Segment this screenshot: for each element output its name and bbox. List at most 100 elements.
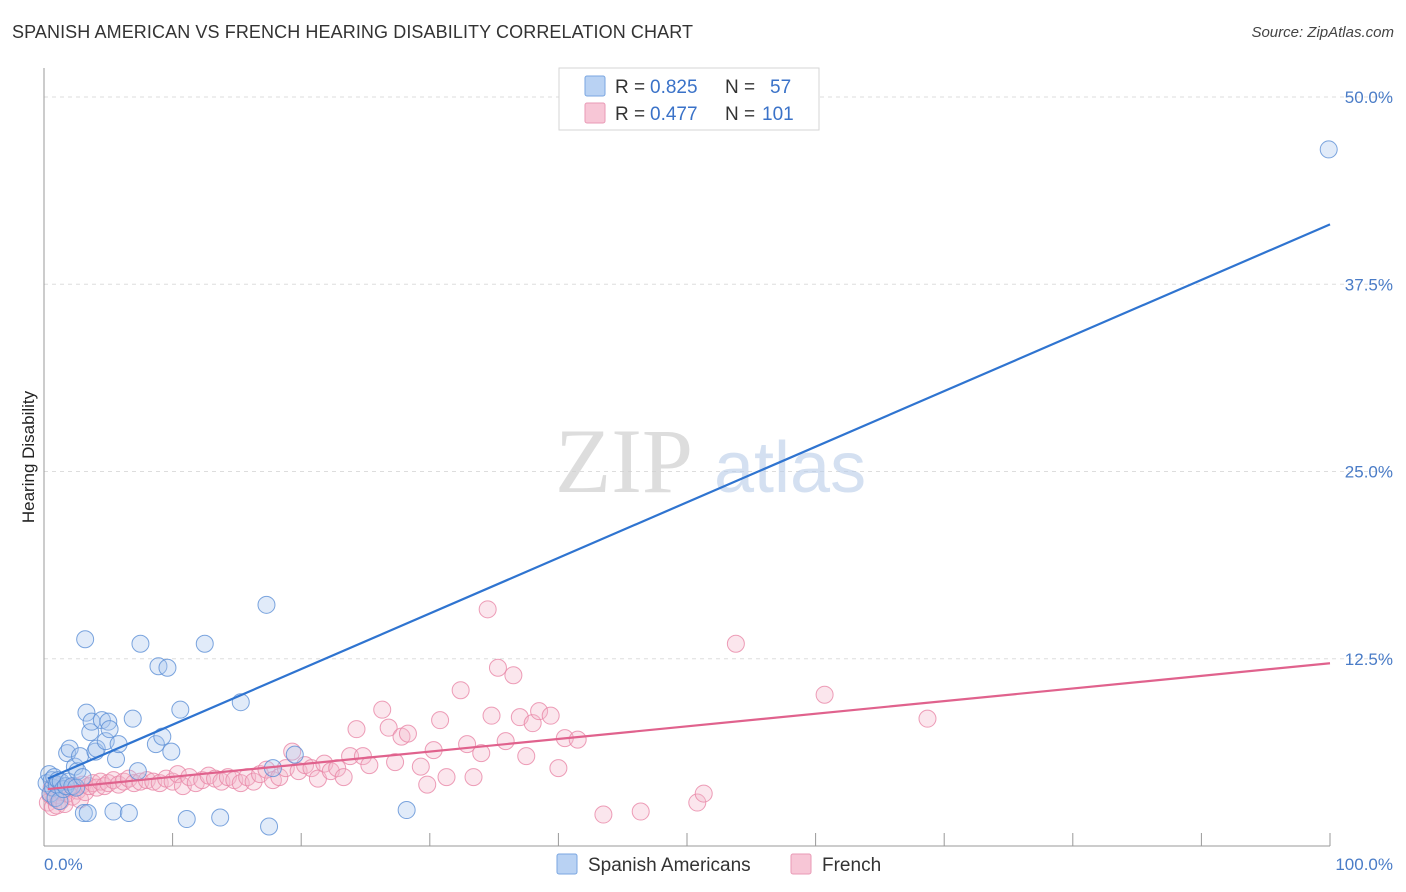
- data-point: [77, 703, 96, 722]
- data-point: [149, 657, 168, 676]
- series-spanish-americans-points: [37, 140, 1338, 836]
- data-point: [496, 732, 515, 751]
- data-point: [918, 709, 937, 728]
- bottom-legend-swatch-spanish-americans: [556, 853, 578, 875]
- data-point: [373, 700, 392, 719]
- y-tick-label: 37.5%: [1345, 275, 1393, 294]
- trendline-french: [47, 662, 1331, 791]
- legend-swatch-spanish-americans: [584, 75, 606, 97]
- data-point: [244, 772, 263, 791]
- data-point: [530, 702, 549, 721]
- data-point: [549, 759, 568, 778]
- x-ticks: [172, 833, 1331, 846]
- data-point: [285, 745, 304, 764]
- data-point: [107, 750, 126, 769]
- data-point: [257, 595, 276, 614]
- data-point: [119, 804, 138, 823]
- data-point: [109, 775, 128, 794]
- data-point: [128, 762, 147, 781]
- legend-n-label-1: N =: [725, 77, 755, 98]
- data-point: [283, 742, 302, 761]
- data-point: [73, 768, 92, 787]
- data-point: [158, 658, 177, 677]
- y-tick-labels: 12.5% 25.0% 37.5% 50.0%: [1345, 88, 1393, 669]
- y-tick-label: 12.5%: [1345, 650, 1393, 669]
- data-point: [726, 634, 745, 653]
- data-point: [594, 805, 613, 824]
- data-point: [1319, 140, 1338, 159]
- trendline-spanish-americans: [47, 223, 1331, 780]
- data-point: [100, 720, 119, 739]
- y-tick-label: 50.0%: [1345, 88, 1393, 107]
- data-point: [211, 808, 230, 827]
- data-point: [451, 681, 470, 700]
- legend-r-label-2: R =: [615, 104, 645, 125]
- data-point: [379, 718, 398, 737]
- data-point: [472, 744, 491, 763]
- data-point: [171, 700, 190, 719]
- data-point: [168, 765, 187, 784]
- data-point: [177, 810, 196, 829]
- data-point: [386, 753, 405, 772]
- data-point: [541, 706, 560, 725]
- correlation-legend: R = 0.825 N = 57 R = 0.477 N = 101: [558, 67, 820, 131]
- data-point: [347, 720, 366, 739]
- data-point: [631, 802, 650, 821]
- series-french-points: [38, 600, 937, 824]
- data-point: [504, 666, 523, 685]
- data-point: [688, 793, 707, 812]
- data-point: [260, 817, 279, 836]
- watermark-zip: ZIP: [555, 410, 693, 512]
- watermark: ZIP atlas: [555, 410, 866, 512]
- data-point: [50, 792, 69, 811]
- data-point: [193, 771, 212, 790]
- data-point: [74, 804, 93, 823]
- legend-r-label-1: R =: [615, 77, 645, 98]
- bottom-legend-swatch-french: [790, 853, 812, 875]
- legend-n-value-1: 57: [770, 77, 791, 98]
- data-point: [431, 711, 450, 730]
- y-axis-title: Hearing Disability: [19, 390, 38, 523]
- series-legend: Spanish Americans French: [556, 853, 881, 876]
- legend-n-value-2: 101: [762, 104, 794, 125]
- data-point: [76, 630, 95, 649]
- data-point: [162, 742, 181, 761]
- data-point: [146, 735, 165, 754]
- data-point: [353, 747, 372, 766]
- chart-title: SPANISH AMERICAN VS FRENCH HEARING DISAB…: [12, 22, 694, 42]
- data-point: [488, 658, 507, 677]
- data-point: [437, 768, 456, 787]
- x-tick-label-max: 100.0%: [1335, 855, 1393, 874]
- data-point: [334, 768, 353, 787]
- data-point: [418, 775, 437, 794]
- data-point: [60, 739, 79, 758]
- data-point: [195, 634, 214, 653]
- gridlines: [44, 96, 1392, 660]
- data-point: [568, 730, 587, 749]
- data-point: [270, 768, 289, 787]
- data-point: [398, 724, 417, 743]
- bottom-legend-label-french: French: [822, 855, 881, 876]
- legend-n-label-2: N =: [725, 104, 755, 125]
- bottom-legend-label-spanish-americans: Spanish Americans: [588, 855, 751, 876]
- data-point: [92, 711, 111, 730]
- data-point: [99, 712, 118, 731]
- legend-r-value-2: 0.477: [650, 104, 698, 125]
- legend-swatch-french: [584, 102, 606, 124]
- y-tick-label: 25.0%: [1345, 463, 1393, 482]
- x-tick-label-min: 0.0%: [44, 855, 83, 874]
- legend-r-value-1: 0.825: [650, 77, 698, 98]
- data-point: [131, 634, 150, 653]
- data-point: [815, 685, 834, 704]
- data-point: [78, 804, 97, 823]
- data-point: [517, 747, 536, 766]
- data-point: [397, 801, 416, 820]
- data-point: [104, 802, 123, 821]
- data-point: [482, 706, 501, 725]
- data-point: [123, 709, 142, 728]
- data-point: [411, 757, 430, 776]
- data-point: [464, 768, 483, 787]
- watermark-atlas: atlas: [714, 428, 866, 508]
- data-point: [478, 600, 497, 619]
